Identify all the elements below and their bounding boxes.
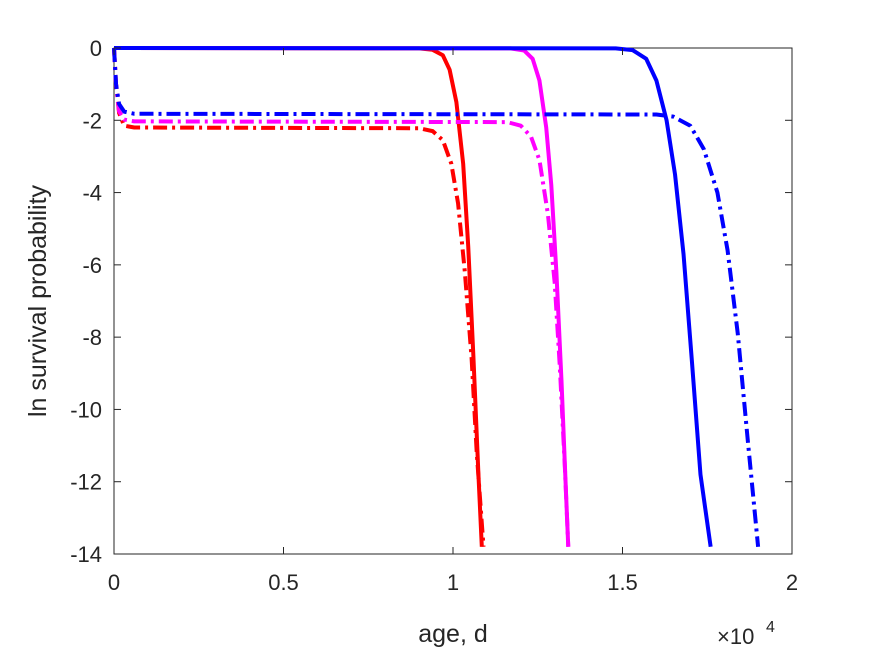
y-axis-label: ln survival probability xyxy=(24,184,52,417)
y-tick-label: -8 xyxy=(82,325,102,350)
series-layer xyxy=(112,46,761,548)
series-line-5-solid xyxy=(113,46,713,548)
y-tick-label: -14 xyxy=(70,542,102,567)
series-line-4-dashdot xyxy=(112,47,571,547)
x-axis-label: age, d xyxy=(418,620,488,648)
y-tick-label: -4 xyxy=(82,181,102,206)
y-tick-label: -12 xyxy=(70,470,102,495)
series-line-6-dashdot xyxy=(112,47,761,547)
x-axis: 0 0.5 1 1.5 2 xyxy=(108,48,798,595)
x-tick-label: 0 xyxy=(108,570,120,595)
y-tick-label: -10 xyxy=(70,397,102,422)
x-tick-label: 0.5 xyxy=(268,570,299,595)
x-tick-label: 2 xyxy=(786,570,798,595)
y-tick-label: 0 xyxy=(90,36,102,61)
plot-area xyxy=(113,47,793,555)
x-exponent-base: ×10 xyxy=(717,624,754,649)
y-axis: 0 -2 -4 -6 -8 -10 -12 -14 xyxy=(70,36,792,567)
y-tick-label: -2 xyxy=(82,108,102,133)
x-exponent-power: 4 xyxy=(766,619,775,636)
y-tick-label: -6 xyxy=(82,253,102,278)
x-tick-label: 1.5 xyxy=(607,570,638,595)
x-tick-label: 1 xyxy=(447,570,459,595)
